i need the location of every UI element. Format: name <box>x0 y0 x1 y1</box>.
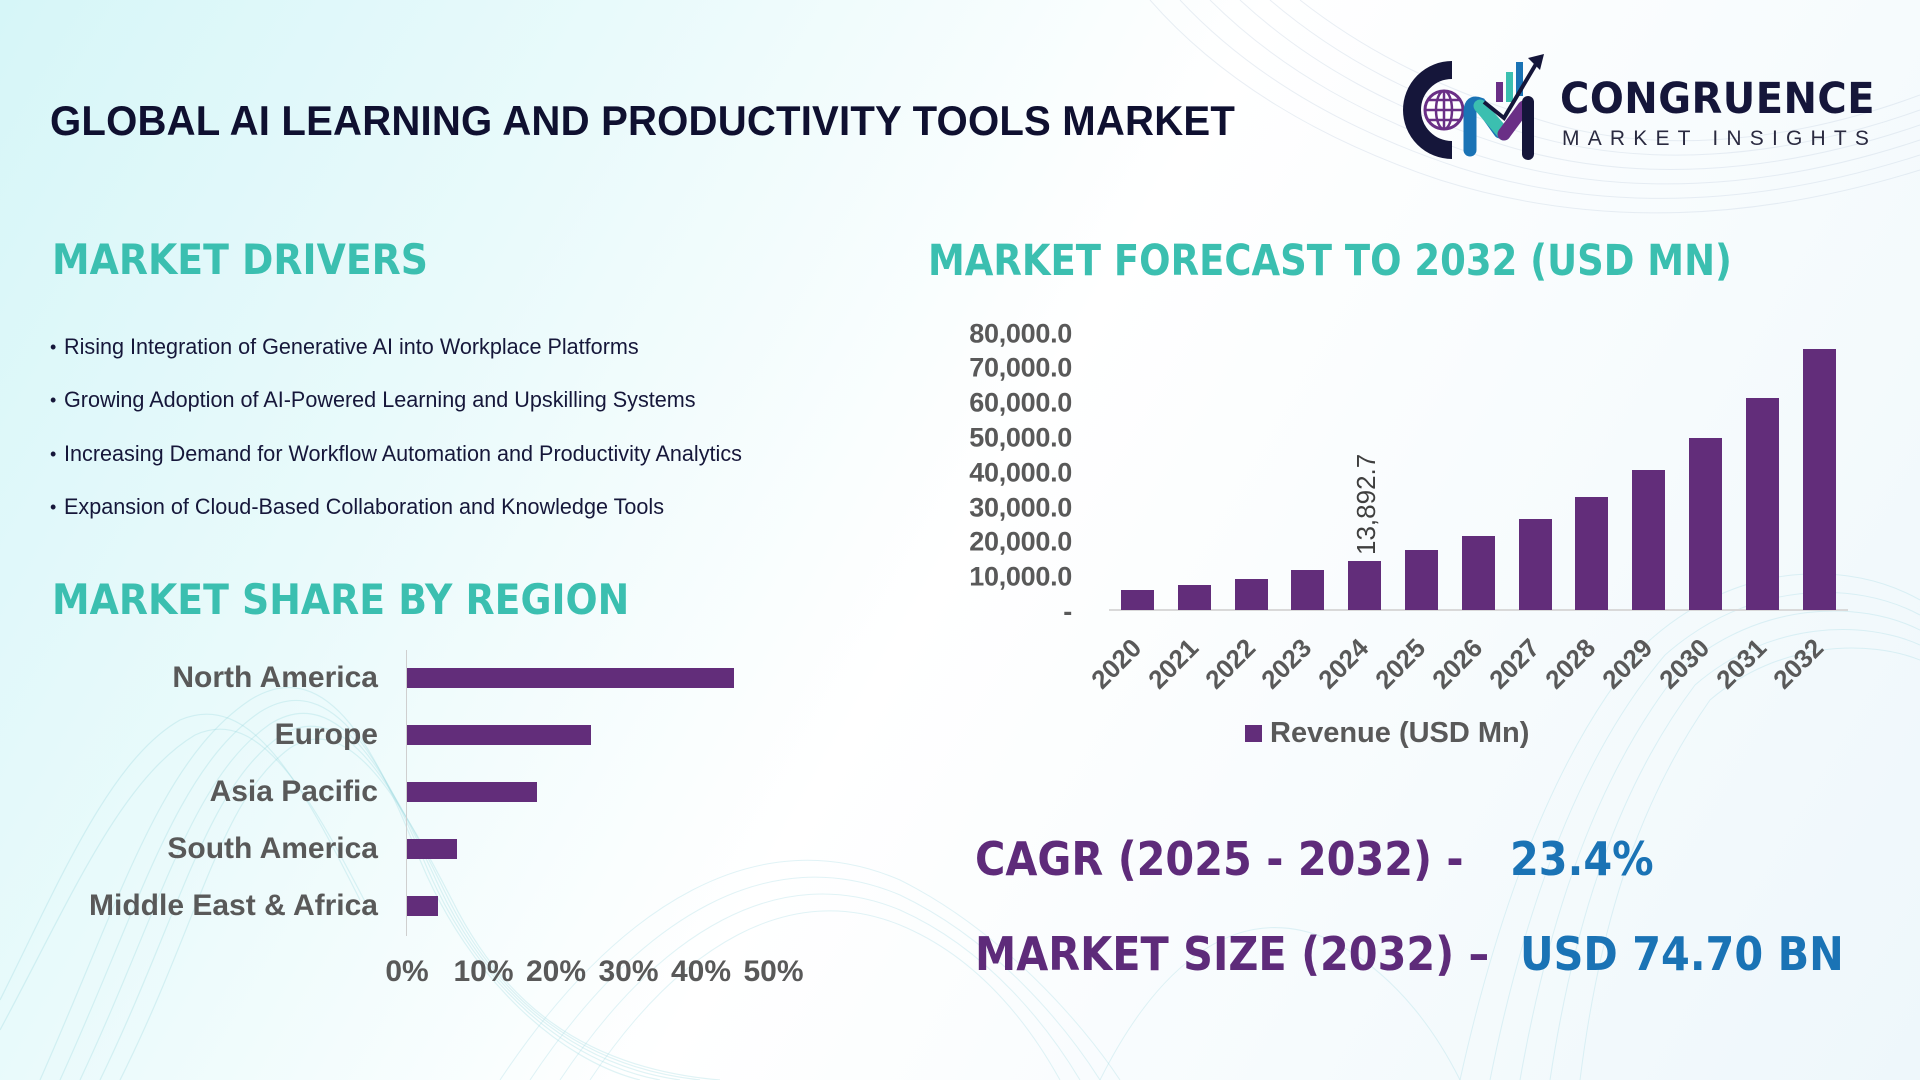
forecast-bar-2032 <box>1802 348 1836 610</box>
forecast-heading: MARKET FORECAST TO 2032 (USD MN) <box>928 236 1732 286</box>
forecast-bar-2026 <box>1461 536 1495 610</box>
y-axis-tick-label: 60,000.0 <box>969 387 1072 418</box>
forecast-bar-2030 <box>1689 437 1722 610</box>
x-axis-tick-label: 10% <box>453 955 514 988</box>
y-axis-tick-label: 30,000.0 <box>969 492 1072 523</box>
region-label: Asia Pacific <box>209 775 378 808</box>
x-axis-tick-label: 20% <box>525 955 587 988</box>
forecast-bar-2024 <box>1348 561 1382 610</box>
forecast-bar-2029 <box>1632 470 1666 610</box>
region-share-heading: MARKET SHARE BY REGION <box>52 575 630 624</box>
bullet-icon: • <box>50 390 57 411</box>
forecast-bar-2023 <box>1291 570 1325 610</box>
region-bar <box>407 896 439 916</box>
y-axis-tick-label: 70,000.0 <box>969 352 1072 383</box>
cm-growth-logo-icon <box>1403 54 1544 160</box>
bullet-icon: • <box>50 443 57 464</box>
logo-subtitle: MARKET INSIGHTS <box>1562 127 1878 150</box>
forecast-bar-2031 <box>1745 397 1779 610</box>
bullet-icon: • <box>50 337 57 357</box>
y-axis-tick-label: - <box>1063 596 1072 627</box>
y-axis-tick-label: 40,000.0 <box>969 457 1072 488</box>
x-axis-tick-label: 30% <box>598 955 659 988</box>
region-label: North America <box>172 661 378 694</box>
forecast-bar-2021 <box>1177 584 1211 610</box>
region-label: Middle East & Africa <box>89 889 378 922</box>
forecast-bar-2022 <box>1234 578 1268 610</box>
y-axis-tick-label: 20,000.0 <box>969 526 1072 557</box>
logo-name: CONGRUENCE <box>1560 74 1876 124</box>
cagr-value: 23.4% <box>1510 832 1654 886</box>
x-axis-tick-label: 40% <box>670 955 732 988</box>
chart-legend: Revenue (USD Mn) <box>1245 717 1529 750</box>
region-bar <box>407 668 734 688</box>
market-size-label: MARKET SIZE (2032) – <box>975 927 1490 981</box>
forecast-bar-2028 <box>1575 496 1609 610</box>
cagr-label: CAGR (2025 - 2032) - <box>975 832 1464 886</box>
forecast-bar-2020 <box>1121 589 1154 610</box>
x-axis-tick-label: 50% <box>743 955 804 988</box>
page-title: GLOBAL AI LEARNING AND PRODUCTIVITY TOOL… <box>50 97 1236 144</box>
y-axis-line <box>406 650 407 936</box>
region-bar <box>407 839 458 859</box>
market-drivers-heading: MARKET DRIVERS <box>52 235 428 284</box>
y-axis-tick-label: 10,000.0 <box>969 561 1072 592</box>
driver-item: • Expansion of Cloud-Based Collaboration… <box>50 492 770 545</box>
x-axis-tick-label: 0% <box>385 955 429 988</box>
driver-item: • Rising Integration of Generative AI in… <box>50 332 770 385</box>
driver-item: • Growing Adoption of AI-Powered Learnin… <box>50 385 770 438</box>
region-bar <box>407 782 537 802</box>
legend-swatch-icon <box>1245 725 1262 742</box>
region-bar <box>407 725 592 745</box>
y-axis-tick-label: 50,000.0 <box>969 422 1072 453</box>
legend-label: Revenue (USD Mn) <box>1270 717 1530 749</box>
forecast-bar-2027 <box>1518 519 1552 610</box>
bar-data-label: 13,892.7 <box>1351 454 1382 556</box>
market-size-stat: MARKET SIZE (2032) – USD 74.70 BN <box>975 927 1844 981</box>
bullet-icon: • <box>50 496 57 517</box>
market-size-value: USD 74.70 BN <box>1520 927 1844 981</box>
region-label: South America <box>167 832 378 865</box>
y-axis-tick-label: 80,000.0 <box>969 318 1072 349</box>
drivers-list: • Rising Integration of Generative AI in… <box>50 332 770 545</box>
cagr-stat: CAGR (2025 - 2032) - 23.4% <box>975 832 1654 886</box>
forecast-bar-2025 <box>1405 550 1438 610</box>
x-axis-line <box>1109 609 1848 611</box>
driver-item: • Increasing Demand for Workflow Automat… <box>50 439 770 492</box>
region-label: Europe <box>274 718 378 751</box>
